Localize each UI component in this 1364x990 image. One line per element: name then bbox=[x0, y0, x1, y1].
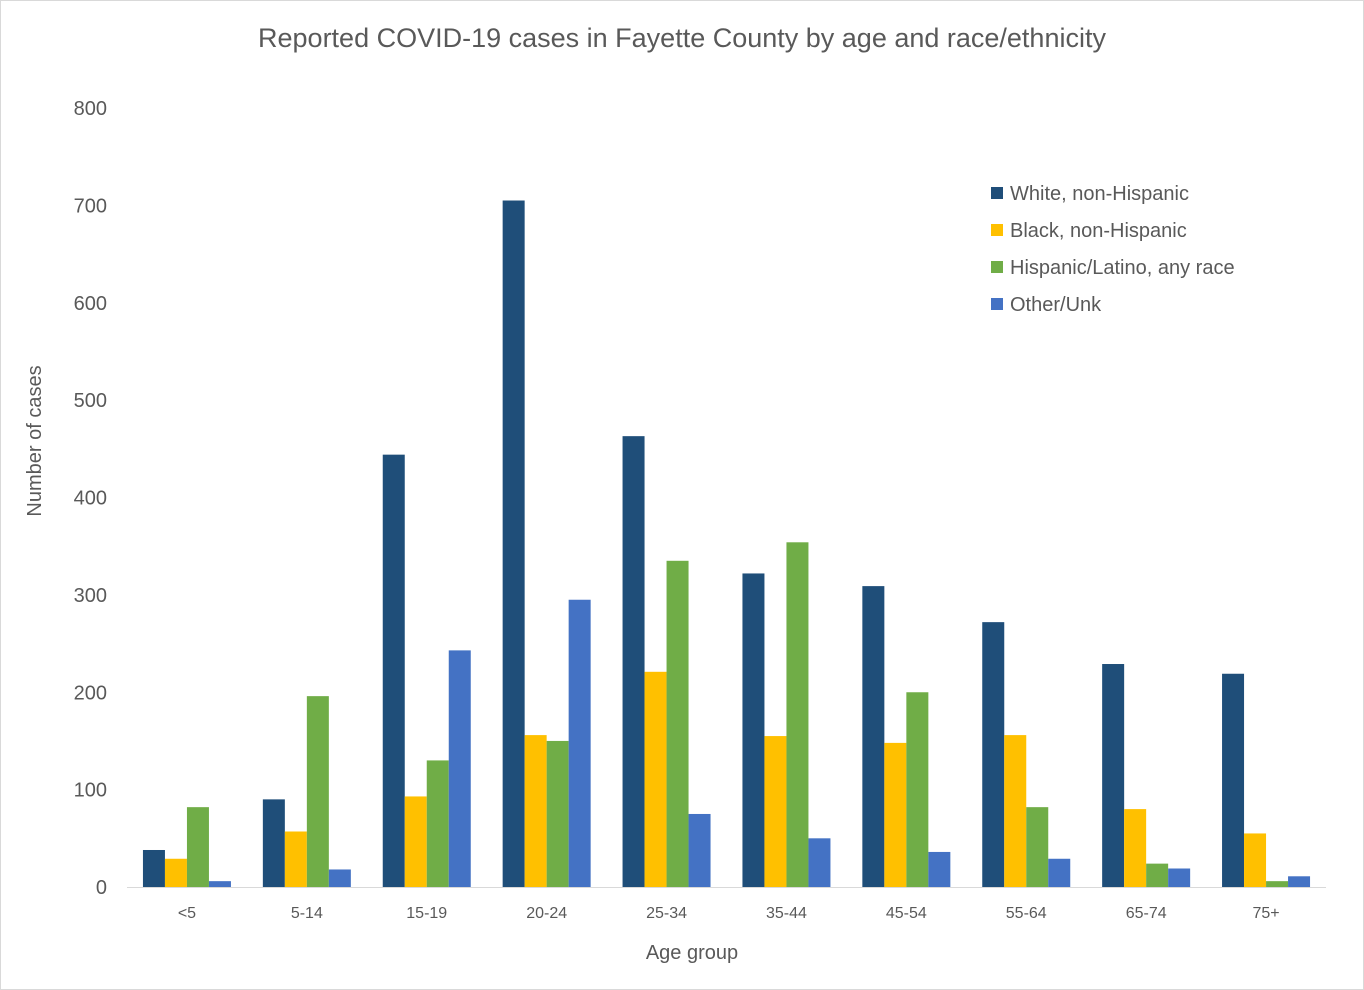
x-tick-label: <5 bbox=[178, 905, 196, 922]
bar bbox=[862, 586, 885, 887]
y-tick-label: 600 bbox=[74, 293, 107, 315]
legend-swatch bbox=[991, 298, 1003, 310]
y-axis-title: Number of cases bbox=[24, 365, 46, 516]
x-tick-label: 35-44 bbox=[766, 905, 807, 922]
x-tick-label: 25-34 bbox=[646, 905, 687, 922]
y-tick-label: 800 bbox=[74, 98, 107, 120]
bar bbox=[928, 851, 951, 887]
bar bbox=[142, 849, 165, 887]
bar bbox=[764, 736, 787, 887]
bar bbox=[546, 740, 569, 887]
x-tick-label: 15-19 bbox=[406, 905, 447, 922]
bar bbox=[622, 436, 645, 887]
x-tick-label: 45-54 bbox=[886, 905, 927, 922]
bar bbox=[404, 796, 427, 887]
bar bbox=[1026, 807, 1049, 887]
x-tick-label: 55-64 bbox=[1006, 905, 1047, 922]
legend-swatch bbox=[991, 261, 1003, 273]
bar bbox=[186, 807, 209, 887]
bar bbox=[208, 881, 231, 887]
bar bbox=[502, 200, 525, 888]
bar bbox=[382, 454, 405, 887]
bar bbox=[164, 858, 187, 887]
bar bbox=[328, 869, 351, 887]
bar bbox=[524, 735, 547, 887]
bar bbox=[742, 573, 765, 887]
bar bbox=[284, 831, 307, 887]
y-tick-label: 500 bbox=[74, 390, 107, 412]
legend: White, non-Hispanic Black, non-Hispanic Hi… bbox=[991, 183, 1235, 316]
bar bbox=[644, 671, 667, 887]
bar bbox=[1168, 868, 1191, 887]
bar bbox=[1146, 863, 1169, 887]
legend-swatch bbox=[991, 224, 1003, 236]
bar bbox=[262, 799, 285, 887]
y-tick-label: 200 bbox=[74, 682, 107, 704]
bar bbox=[306, 696, 329, 887]
bar bbox=[1222, 673, 1245, 887]
bar bbox=[688, 813, 711, 887]
bar bbox=[808, 838, 831, 887]
bar bbox=[568, 599, 591, 887]
y-tick-label: 700 bbox=[74, 195, 107, 217]
bar bbox=[1048, 858, 1071, 887]
bar bbox=[982, 622, 1005, 887]
y-tick-label: 400 bbox=[74, 488, 107, 510]
bar bbox=[1288, 876, 1311, 887]
bar bbox=[1244, 833, 1267, 887]
x-axis-ticks: <5 5-14 15-19 20-24 25-34 35-44 45-54 55-64 65-7… bbox=[178, 905, 1280, 922]
bar bbox=[786, 542, 809, 887]
bar bbox=[1004, 735, 1027, 887]
x-axis-title: Age group bbox=[646, 942, 738, 964]
x-tick-label: 65-74 bbox=[1126, 905, 1167, 922]
legend-label: White, non-Hispanic bbox=[1010, 183, 1189, 205]
bar bbox=[666, 560, 689, 887]
legend-swatch bbox=[991, 187, 1003, 199]
bar bbox=[884, 742, 907, 887]
y-tick-label: 0 bbox=[96, 877, 107, 899]
chart-title: Reported COVID-19 cases in Fayette Count… bbox=[258, 23, 1106, 53]
legend-label: Black, non-Hispanic bbox=[1010, 220, 1187, 242]
bar bbox=[1266, 881, 1289, 887]
y-axis-ticks: 0 100 200 300 400 500 600 700 800 bbox=[74, 98, 107, 899]
x-tick-label: 5-14 bbox=[291, 905, 323, 922]
bar bbox=[448, 650, 471, 887]
legend-label: Other/Unk bbox=[1010, 294, 1102, 316]
y-tick-label: 300 bbox=[74, 585, 107, 607]
bar bbox=[426, 760, 449, 887]
bar bbox=[1102, 664, 1125, 887]
x-tick-label: 20-24 bbox=[526, 905, 567, 922]
x-tick-label: 75+ bbox=[1252, 905, 1279, 922]
bars-group bbox=[142, 200, 1311, 888]
legend-label: Hispanic/Latino, any race bbox=[1010, 257, 1235, 279]
bar bbox=[906, 692, 929, 887]
bar bbox=[1124, 809, 1147, 887]
y-tick-label: 100 bbox=[74, 780, 107, 802]
